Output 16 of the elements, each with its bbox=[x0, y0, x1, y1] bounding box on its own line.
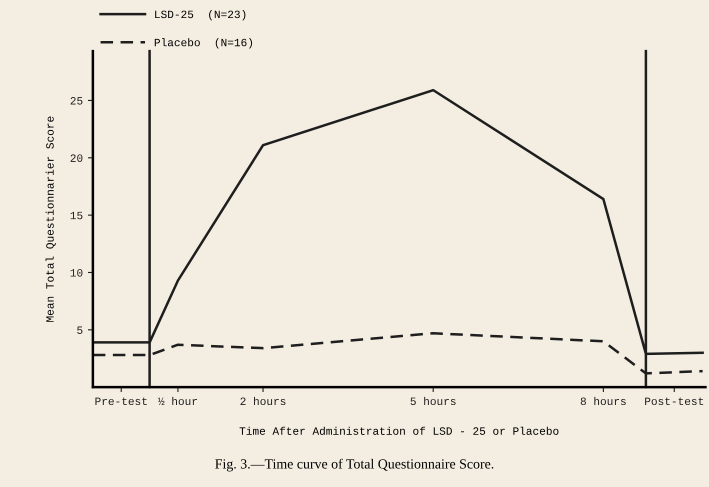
x-tick-label: ½ hour bbox=[158, 396, 197, 406]
caption: Fig. 3.—Time curve of Total Questionnaire Score. bbox=[215, 458, 494, 472]
legend-label: Placebo (N=16) bbox=[154, 38, 252, 48]
x-axis-title: Time After Administration of LSD - 25 or Placebo bbox=[240, 426, 558, 435]
legend-label: LSD-25 (N=23) bbox=[155, 10, 246, 20]
x-tick-label: 8 hours bbox=[580, 396, 626, 406]
x-tick-label: Post-test bbox=[645, 398, 704, 406]
x-tick-label: 2 hours bbox=[240, 396, 286, 406]
y-axis-title: Mean Total Questionnarier Score bbox=[46, 116, 56, 322]
x-tick-label: Pre-test bbox=[95, 398, 147, 406]
y-tick-label: 20 bbox=[70, 154, 82, 162]
y-tick-label: 15 bbox=[70, 212, 82, 220]
y-tick-label: 25 bbox=[70, 97, 82, 105]
x-tick-label: 5 hours bbox=[410, 396, 456, 406]
y-tick-label: 10 bbox=[70, 269, 82, 277]
y-tick-label: 5 bbox=[77, 326, 82, 334]
